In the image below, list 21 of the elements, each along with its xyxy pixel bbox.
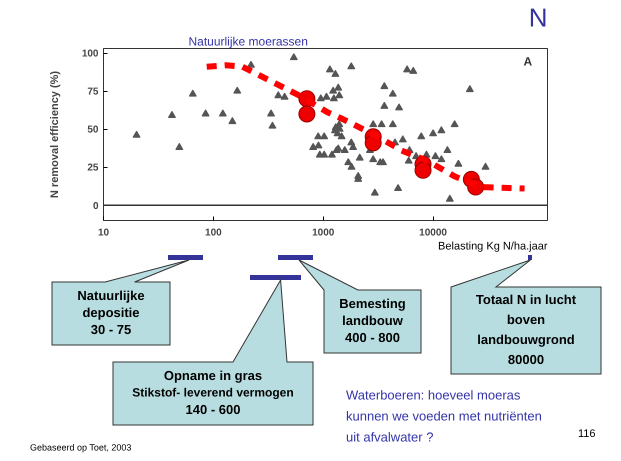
y-axis-title: N removal efficiency (%) (48, 70, 61, 198)
x-axis-title: Belasting Kg N/ha.jaar (438, 240, 548, 252)
y-tick-label: 75 (87, 86, 99, 98)
y-tick-label: 0 (92, 200, 99, 212)
y-tick-label: 25 (87, 162, 99, 174)
x-tick-label: 10000 (419, 228, 448, 238)
text: Totaal N in lucht boven landbouwgrond 80000 (476, 292, 577, 367)
text: Gebaseerd op Toet, 2003 (30, 442, 132, 452)
x-tick-label: 1000 (312, 228, 335, 238)
text: Opname in gras Stikstof- leverend vermogen 140 - 600 (132, 368, 294, 417)
text: Natuurlijke depositie 30 - 75 (77, 288, 145, 337)
y-tick-label: 100 (82, 48, 99, 60)
y-tick-label: 50 (87, 124, 99, 136)
chart-title: N (528, 2, 548, 32)
text: Natuurlijke moerassen (188, 34, 308, 48)
x-tick-label: 10 (98, 228, 110, 238)
x-tick-label: 100 (205, 228, 222, 238)
text: Waterboeren: hoeveel moeras kunnen we voeden met nutriënten uit afvalwater ? (346, 387, 542, 444)
annotation: A (524, 54, 532, 68)
text: Bemesting landbouw 400 - 800 (339, 296, 406, 345)
text: 116 (578, 428, 596, 440)
